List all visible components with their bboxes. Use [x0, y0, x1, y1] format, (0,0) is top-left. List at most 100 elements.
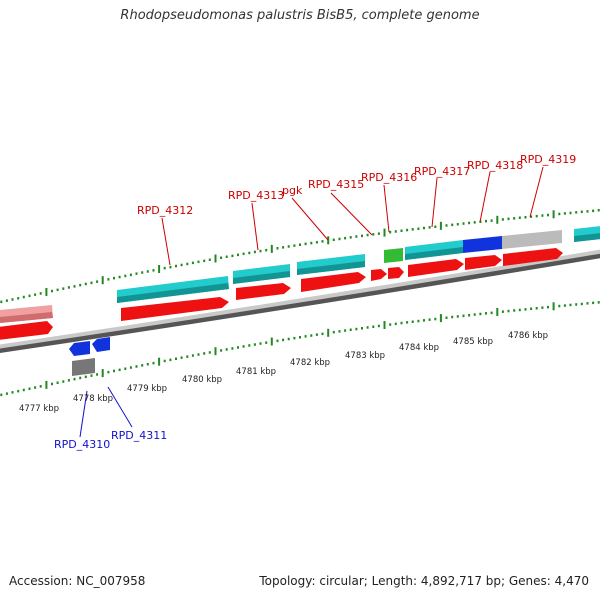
- accession-text: Accession: NC_007958: [9, 574, 146, 588]
- minor-tick: [580, 210, 583, 214]
- gene-label: RPD_4317: [414, 165, 470, 178]
- minor-tick: [299, 243, 301, 246]
- leader-rpd-4316: [383, 184, 390, 233]
- scale-label: 4779 kbp: [127, 384, 167, 394]
- minor-tick: [293, 244, 296, 247]
- minor-tick: [56, 381, 59, 384]
- minor-tick: [332, 238, 335, 241]
- minor-tick: [428, 318, 431, 321]
- minor-tick: [248, 251, 251, 255]
- gray-gene-segment: [502, 230, 562, 249]
- minor-tick: [118, 368, 121, 372]
- cds-arrow: [371, 269, 387, 281]
- minor-tick: [208, 351, 211, 354]
- cds-arrow: [236, 283, 291, 300]
- minor-tick: [197, 353, 200, 356]
- minor-tick: [456, 315, 459, 318]
- major-tick: [496, 308, 499, 316]
- minor-tick: [586, 210, 589, 213]
- minor-tick: [152, 269, 155, 272]
- forward-cds-row: [0, 248, 563, 340]
- major-tick: [270, 244, 273, 253]
- minor-tick: [501, 310, 504, 313]
- minor-tick: [237, 253, 239, 257]
- minor-tick: [28, 294, 31, 298]
- minor-tick: [535, 307, 538, 310]
- minor-tick: [113, 369, 115, 373]
- minor-tick: [490, 219, 493, 222]
- minor-tick: [84, 375, 87, 379]
- major-tick: [101, 276, 104, 285]
- minor-tick: [389, 230, 392, 234]
- minor-tick: [282, 338, 285, 342]
- minor-tick: [547, 213, 549, 217]
- scale-label: 4781 kbp: [236, 367, 276, 377]
- minor-tick: [304, 242, 307, 246]
- minor-tick: [423, 226, 425, 230]
- minor-tick: [417, 319, 420, 323]
- minor-tick: [146, 270, 149, 273]
- rrna-gene-segment: [574, 233, 600, 242]
- minor-tick: [62, 380, 65, 383]
- minor-tick: [592, 209, 595, 213]
- minor-tick: [135, 365, 138, 368]
- minor-tick: [259, 342, 262, 345]
- minor-tick: [129, 366, 132, 369]
- minor-tick: [253, 343, 256, 346]
- genome-stats-text: Topology: circular; Length: 4,892,717 bp…: [259, 574, 589, 588]
- gene-labels: RPD_4312 RPD_4313 pgk RPD_4315 RPD_4316 …: [54, 153, 576, 451]
- minor-tick: [191, 261, 194, 265]
- minor-tick: [242, 252, 245, 256]
- minor-tick: [135, 272, 138, 275]
- leader-pgk: [291, 197, 329, 241]
- map-title: Rhodopseudomonas palustris BisB5, comple…: [120, 8, 480, 23]
- minor-tick: [208, 258, 211, 261]
- minor-tick: [355, 327, 358, 331]
- minor-tick: [129, 273, 132, 277]
- minor-tick: [518, 308, 521, 312]
- minor-tick: [287, 245, 290, 248]
- major-tick: [383, 321, 386, 329]
- gene-label: RPD_4319: [520, 153, 576, 166]
- minor-tick: [39, 292, 42, 295]
- minor-tick: [282, 246, 285, 249]
- minor-tick: [34, 293, 37, 296]
- gene-label: RPD_4315: [308, 178, 364, 191]
- minor-tick: [141, 271, 144, 274]
- minor-tick: [293, 336, 296, 340]
- minor-tick: [321, 332, 324, 336]
- cds-arrow: [503, 248, 563, 266]
- minor-tick: [310, 241, 313, 245]
- minor-tick: [558, 212, 561, 216]
- minor-tick: [5, 392, 8, 395]
- minor-tick: [231, 254, 234, 258]
- minor-tick: [22, 295, 25, 299]
- minor-tick: [507, 309, 510, 313]
- minor-tick: [394, 322, 397, 326]
- minor-tick: [361, 234, 363, 238]
- minor-tick: [445, 316, 448, 319]
- minor-tick: [485, 219, 487, 223]
- cds-arrow: [121, 297, 229, 321]
- minor-tick: [225, 255, 228, 258]
- minor-tick: [34, 386, 37, 389]
- trna-gene: [384, 248, 403, 263]
- minor-tick: [344, 329, 347, 332]
- minor-tick: [118, 275, 121, 279]
- minor-tick: [406, 228, 409, 232]
- minor-tick: [0, 300, 3, 304]
- minor-tick: [253, 250, 256, 254]
- minor-tick: [180, 263, 183, 267]
- leader-rpd-4310: [79, 390, 88, 438]
- minor-tick: [338, 330, 341, 333]
- leader-rpd-4318: [479, 171, 491, 223]
- minor-tick: [507, 217, 510, 221]
- minor-tick: [90, 281, 93, 285]
- minor-tick: [315, 241, 318, 244]
- genome-backbone: [0, 249, 600, 349]
- minor-tick: [203, 352, 206, 355]
- minor-tick: [355, 235, 358, 238]
- minor-tick: [11, 391, 14, 394]
